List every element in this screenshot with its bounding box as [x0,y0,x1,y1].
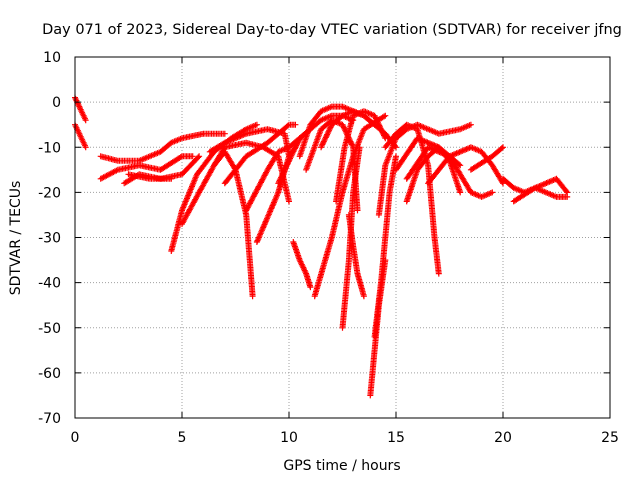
data-markers [333,108,389,205]
chart-title: Day 071 of 2023, Sidereal Day-to-day VTE… [42,22,622,38]
data-points [72,94,571,399]
data-markers [179,148,256,300]
series-arc-08 [179,148,256,300]
data-markers [382,121,442,277]
data-markers [375,121,474,218]
x-tick-label: 5 [178,430,187,446]
x-tick-label: 0 [71,430,80,446]
axes: 0 5 10 15 20 25 10 0 -10 -20 -30 -40 -50 -60 -70 [38,50,619,446]
series-arc-06 [125,171,175,182]
y-tick-label: -20 [38,185,61,201]
series-arc-04 [97,153,196,182]
data-markers [290,239,314,291]
series-arc-11 [221,121,299,187]
grid [75,57,610,418]
y-tick-label: 0 [52,95,61,111]
x-tick-label: 20 [494,430,512,446]
series-arc-31 [467,144,506,173]
data-markers [425,144,506,187]
series-arc-15 [290,239,314,291]
data-markers [311,112,389,300]
y-tick-label: -30 [38,231,61,247]
x-tick-label: 15 [387,430,405,446]
data-markers [467,144,506,173]
series-arc-20 [333,108,389,205]
data-markers [125,171,175,182]
x-axis-label: GPS time / hours [283,458,400,474]
series-arc-26 [382,121,442,277]
data-markers [221,121,299,187]
y-tick-label: -50 [38,321,61,337]
series-arc-33 [510,175,571,205]
series-arc-30 [425,144,506,187]
x-tick-label: 10 [280,430,298,446]
series-arc-22 [345,211,367,300]
y-tick-label: -60 [38,366,61,382]
series-arc-18 [311,112,389,300]
series-arc-25 [375,121,474,218]
data-markers [345,211,367,300]
y-tick-label: -40 [38,276,61,292]
series-arc-03 [97,130,228,164]
y-axis-label: SDTVAR / TECUs [8,181,24,296]
x-tick-label: 25 [601,430,619,446]
y-tick-label: 10 [43,50,61,66]
data-markers [371,153,399,340]
data-markers [510,175,571,205]
y-tick-label: -10 [38,140,61,156]
data-markers [97,130,228,164]
y-tick-label: -70 [38,411,61,427]
series-arc-24 [371,153,399,340]
data-markers [97,153,196,182]
